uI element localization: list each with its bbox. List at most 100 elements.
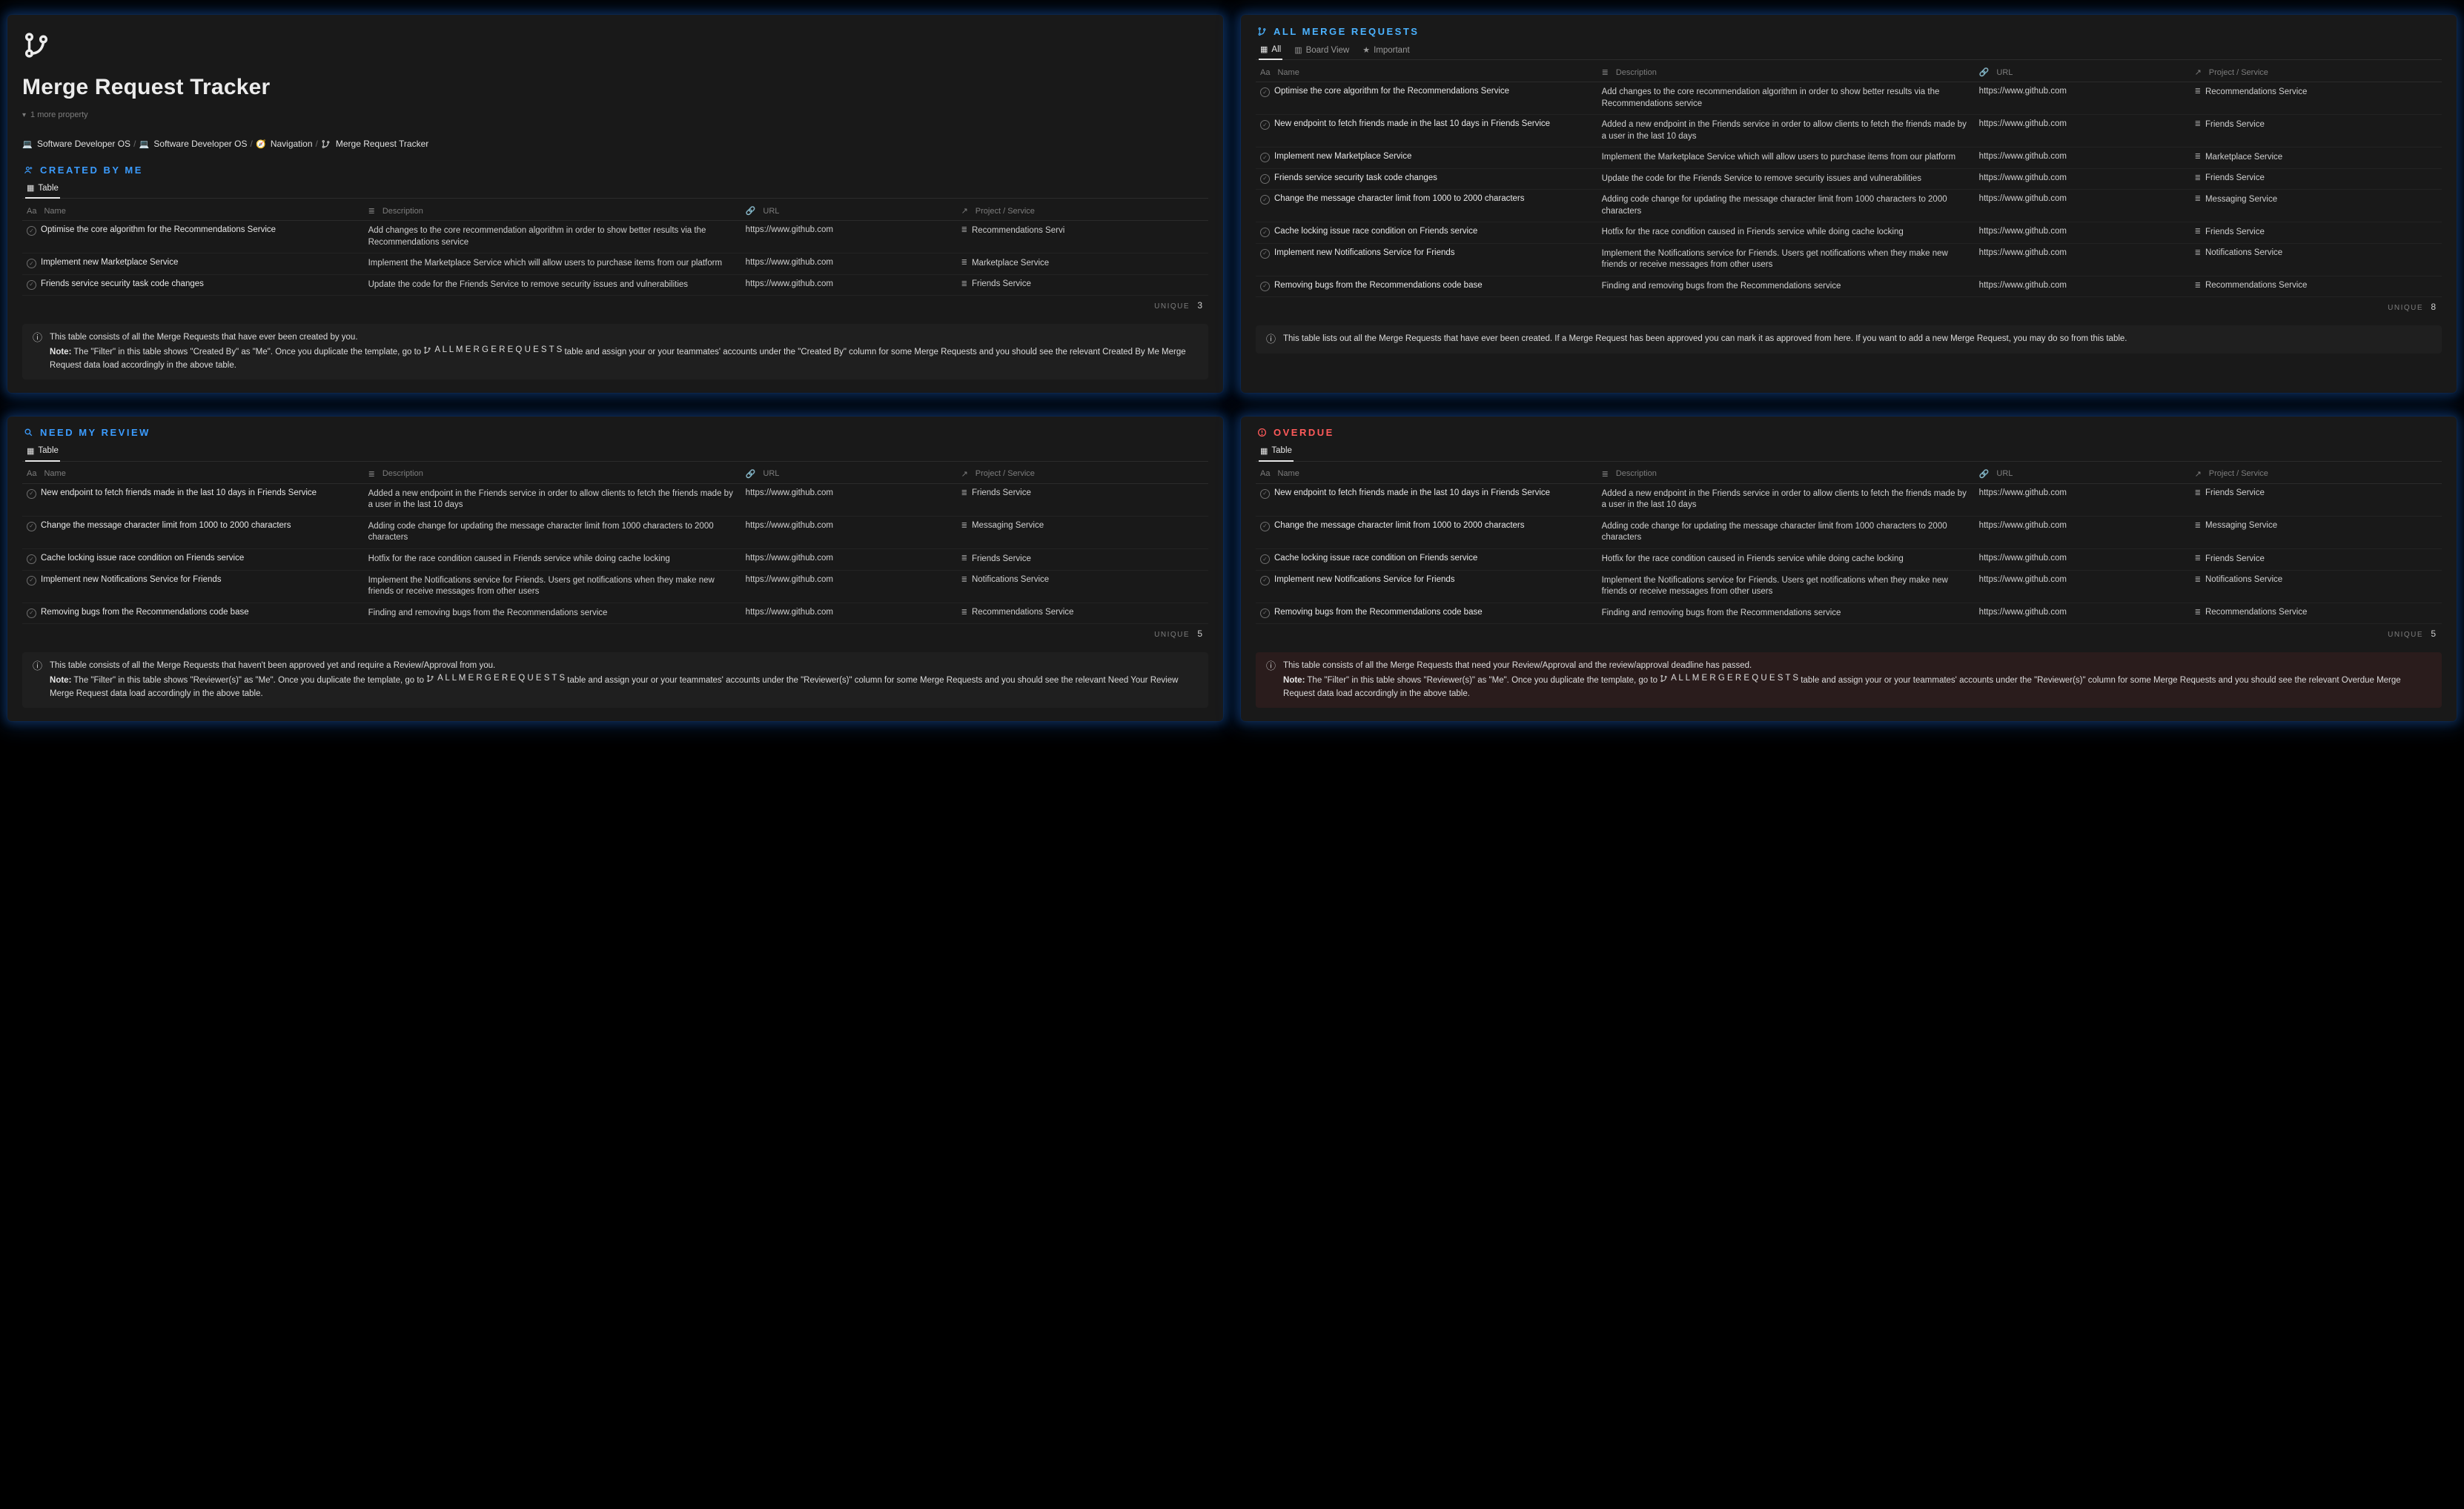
- tab-all[interactable]: ▦ All: [1259, 42, 1282, 60]
- status-check-icon[interactable]: [27, 576, 36, 586]
- table-overdue[interactable]: AaName ≣Description 🔗URL ↗Project / Serv…: [1256, 465, 2442, 624]
- row-project[interactable]: ≣Notifications Service: [2195, 575, 2283, 584]
- row-project[interactable]: ≣Notifications Service: [961, 575, 1050, 584]
- row-project[interactable]: ≣Friends Service: [961, 488, 1031, 497]
- row-project[interactable]: ≣Notifications Service: [2195, 248, 2283, 257]
- row-project[interactable]: ≣Friends Service: [2195, 120, 2265, 129]
- table-row[interactable]: Change the message character limit from …: [1256, 190, 2442, 222]
- table-row[interactable]: New endpoint to fetch friends made in th…: [22, 483, 1208, 516]
- status-check-icon[interactable]: [1260, 153, 1270, 162]
- row-project[interactable]: ≣Marketplace Service: [2195, 153, 2283, 162]
- table-row[interactable]: Implement new Notifications Service for …: [1256, 243, 2442, 276]
- table-row[interactable]: Removing bugs from the Recommendations c…: [1256, 276, 2442, 296]
- row-project[interactable]: ≣Recommendations Servi: [961, 226, 1065, 235]
- tab-table[interactable]: ▦ Table: [25, 443, 60, 462]
- table-row[interactable]: Optimise the core algorithm for the Reco…: [22, 221, 1208, 253]
- row-url[interactable]: https://www.github.com: [1979, 248, 2067, 257]
- status-check-icon[interactable]: [27, 226, 36, 236]
- link-all-merge-requests[interactable]: A L L M E R G E R E Q U E S T S: [1660, 672, 1798, 685]
- col-header-desc[interactable]: Description: [382, 207, 423, 216]
- table-row[interactable]: Optimise the core algorithm for the Reco…: [1256, 82, 2442, 115]
- row-url[interactable]: https://www.github.com: [1979, 281, 2067, 290]
- row-project[interactable]: ≣Recommendations Service: [2195, 281, 2308, 290]
- status-check-icon[interactable]: [1260, 87, 1270, 97]
- breadcrumb-item[interactable]: 💻 Software Developer OS: [22, 139, 130, 149]
- status-check-icon[interactable]: [1260, 249, 1270, 259]
- row-project[interactable]: ≣Messaging Service: [2195, 195, 2278, 204]
- status-check-icon[interactable]: [1260, 608, 1270, 618]
- table-row[interactable]: Friends service security task code chang…: [22, 274, 1208, 295]
- status-check-icon[interactable]: [27, 259, 36, 268]
- row-url[interactable]: https://www.github.com: [1979, 227, 2067, 236]
- col-header-url[interactable]: URL: [763, 207, 779, 216]
- status-check-icon[interactable]: [1260, 195, 1270, 205]
- row-url[interactable]: https://www.github.com: [746, 488, 833, 497]
- row-project[interactable]: ≣Friends Service: [961, 554, 1031, 563]
- col-header-name[interactable]: Name: [1277, 68, 1299, 77]
- row-url[interactable]: https://www.github.com: [746, 575, 833, 584]
- row-url[interactable]: https://www.github.com: [1979, 152, 2067, 161]
- breadcrumb-item[interactable]: Merge Request Tracker: [321, 139, 428, 149]
- row-project[interactable]: ≣Friends Service: [961, 279, 1031, 288]
- row-project[interactable]: ≣Friends Service: [2195, 488, 2265, 497]
- row-project[interactable]: ≣Friends Service: [2195, 228, 2265, 236]
- table-all[interactable]: AaName ≣Description 🔗URL ↗Project / Serv…: [1256, 63, 2442, 297]
- table-row[interactable]: Implement new Marketplace ServiceImpleme…: [1256, 147, 2442, 169]
- table-row[interactable]: Removing bugs from the Recommendations c…: [1256, 603, 2442, 623]
- table-review[interactable]: AaName ≣Description 🔗URL ↗Project / Serv…: [22, 465, 1208, 624]
- row-url[interactable]: https://www.github.com: [1979, 575, 2067, 584]
- status-check-icon[interactable]: [1260, 228, 1270, 237]
- table-row[interactable]: New endpoint to fetch friends made in th…: [1256, 115, 2442, 147]
- row-url[interactable]: https://www.github.com: [1979, 194, 2067, 203]
- status-check-icon[interactable]: [27, 489, 36, 499]
- status-check-icon[interactable]: [1260, 576, 1270, 586]
- status-check-icon[interactable]: [27, 608, 36, 618]
- table-created[interactable]: AaName ≣Description 🔗URL ↗Project / Serv…: [22, 202, 1208, 296]
- col-header-name[interactable]: Name: [44, 207, 65, 216]
- row-url[interactable]: https://www.github.com: [746, 258, 833, 267]
- table-row[interactable]: New endpoint to fetch friends made in th…: [1256, 483, 2442, 516]
- row-project[interactable]: ≣Friends Service: [2195, 554, 2265, 563]
- status-check-icon[interactable]: [1260, 282, 1270, 291]
- link-all-merge-requests[interactable]: A L L M E R G E R E Q U E S T S: [426, 672, 565, 685]
- tab-board[interactable]: ▥ Board View: [1293, 42, 1351, 59]
- row-project[interactable]: ≣Recommendations Service: [2195, 608, 2308, 617]
- row-url[interactable]: https://www.github.com: [1979, 554, 2067, 563]
- row-url[interactable]: https://www.github.com: [746, 608, 833, 617]
- col-header-url[interactable]: URL: [763, 469, 779, 478]
- table-row[interactable]: Cache locking issue race condition on Fr…: [1256, 222, 2442, 244]
- row-project[interactable]: ≣Recommendations Service: [2195, 87, 2308, 96]
- row-url[interactable]: https://www.github.com: [1979, 173, 2067, 182]
- link-all-merge-requests[interactable]: A L L M E R G E R E Q U E S T S: [423, 344, 562, 356]
- row-url[interactable]: https://www.github.com: [746, 554, 833, 563]
- table-row[interactable]: Change the message character limit from …: [22, 516, 1208, 548]
- tab-important[interactable]: ★ Important: [1361, 42, 1411, 59]
- row-project[interactable]: ≣Messaging Service: [961, 521, 1044, 530]
- status-check-icon[interactable]: [1260, 522, 1270, 531]
- status-check-icon[interactable]: [27, 554, 36, 564]
- col-header-project[interactable]: Project / Service: [976, 469, 1035, 478]
- status-check-icon[interactable]: [1260, 174, 1270, 184]
- row-url[interactable]: https://www.github.com: [746, 521, 833, 530]
- col-header-project[interactable]: Project / Service: [2209, 68, 2268, 77]
- col-header-desc[interactable]: Description: [382, 469, 423, 478]
- col-header-url[interactable]: URL: [1996, 469, 2013, 478]
- table-row[interactable]: Implement new Notifications Service for …: [1256, 570, 2442, 603]
- row-project[interactable]: ≣Marketplace Service: [961, 259, 1050, 268]
- col-header-project[interactable]: Project / Service: [976, 207, 1035, 216]
- row-url[interactable]: https://www.github.com: [1979, 87, 2067, 96]
- breadcrumb-item[interactable]: 💻 Software Developer OS: [139, 139, 247, 149]
- row-url[interactable]: https://www.github.com: [1979, 608, 2067, 617]
- status-check-icon[interactable]: [1260, 554, 1270, 564]
- table-row[interactable]: Implement new Notifications Service for …: [22, 570, 1208, 603]
- col-header-desc[interactable]: Description: [1616, 469, 1657, 478]
- table-row[interactable]: Cache locking issue race condition on Fr…: [1256, 549, 2442, 571]
- tab-table[interactable]: ▦ Table: [25, 180, 60, 199]
- row-url[interactable]: https://www.github.com: [1979, 119, 2067, 128]
- row-url[interactable]: https://www.github.com: [746, 279, 833, 288]
- row-project[interactable]: ≣Messaging Service: [2195, 521, 2278, 530]
- row-url[interactable]: https://www.github.com: [1979, 488, 2067, 497]
- table-row[interactable]: Friends service security task code chang…: [1256, 168, 2442, 190]
- row-project[interactable]: ≣Friends Service: [2195, 173, 2265, 182]
- row-project[interactable]: ≣Recommendations Service: [961, 608, 1074, 617]
